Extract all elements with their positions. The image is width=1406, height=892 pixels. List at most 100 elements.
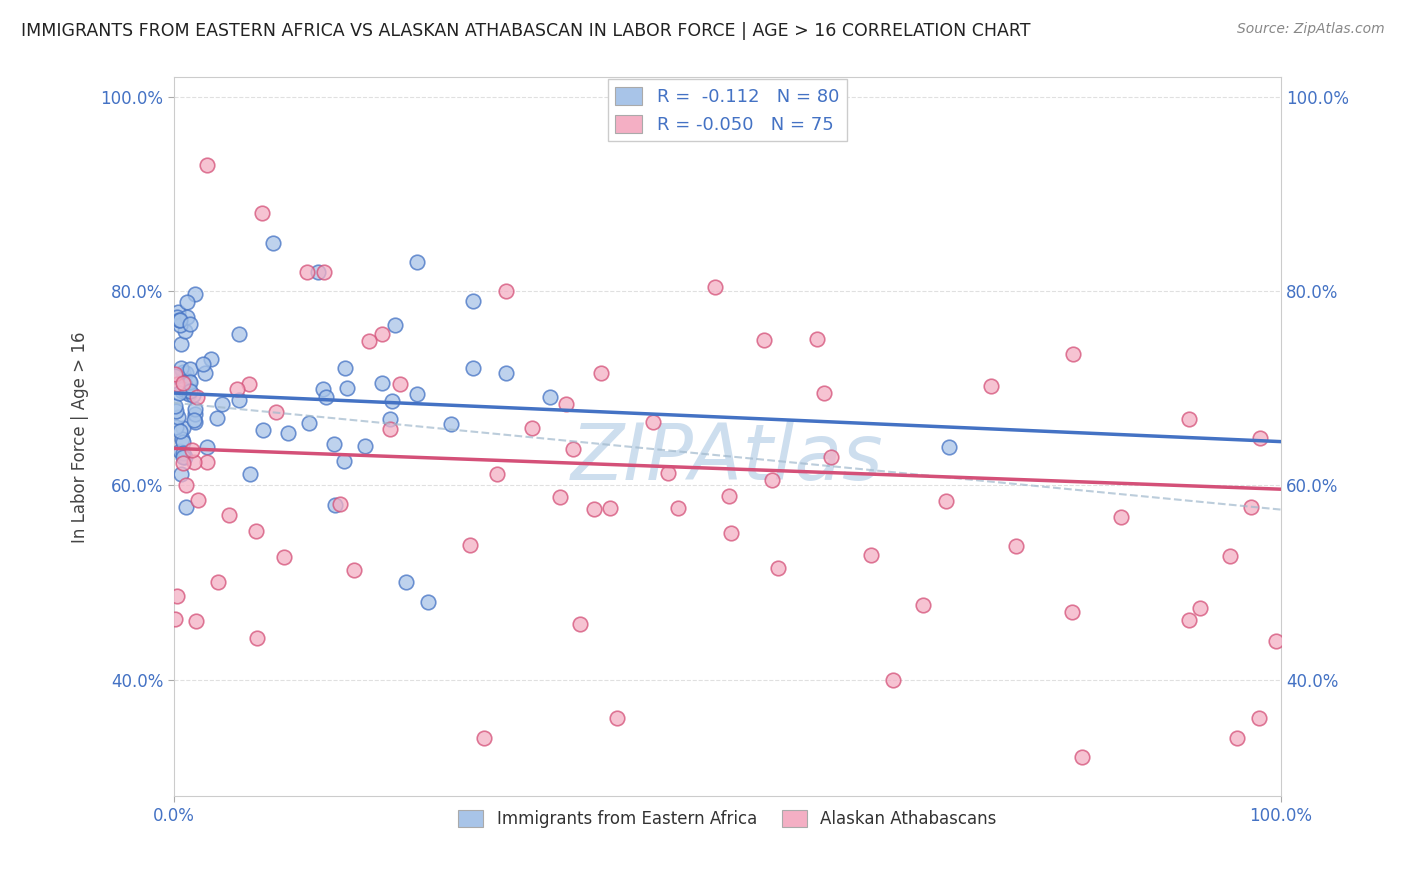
Point (312, 265, 335, 279)
Point (315, 391, 337, 405)
Point (184, 287, 207, 301)
Point (165, 420, 187, 434)
Point (938, 440, 960, 454)
Point (295, 265, 318, 279)
Point (354, 439, 377, 453)
Point (495, 284, 517, 298)
Point (187, 492, 209, 507)
Point (252, 423, 274, 437)
Point (357, 334, 380, 349)
Point (238, 376, 260, 391)
Point (170, 432, 193, 446)
Point (180, 443, 202, 458)
Point (882, 673, 904, 687)
Point (583, 501, 606, 516)
Point (548, 490, 571, 504)
Point (166, 376, 188, 391)
Point (384, 318, 406, 332)
Point (252, 206, 274, 220)
Point (173, 377, 195, 392)
Point (169, 444, 191, 458)
Point (1247, 711, 1270, 725)
Point (172, 446, 194, 460)
Point (395, 575, 418, 590)
Point (184, 415, 207, 429)
Point (273, 549, 295, 564)
Point (264, 405, 287, 419)
Point (184, 407, 207, 421)
Point (172, 376, 194, 390)
Point (172, 365, 194, 379)
Point (1189, 600, 1212, 615)
Point (820, 450, 842, 464)
Point (166, 310, 188, 324)
Point (495, 366, 517, 380)
Point (599, 500, 621, 515)
Point (167, 386, 190, 401)
Point (179, 387, 201, 401)
Point (172, 456, 194, 470)
Point (329, 497, 352, 511)
Point (554, 396, 576, 410)
Point (406, 255, 429, 269)
Point (169, 313, 191, 327)
Point (298, 416, 321, 430)
Point (934, 494, 956, 508)
Point (761, 474, 783, 488)
Point (165, 369, 187, 384)
Point (183, 413, 205, 427)
Y-axis label: In Labor Force | Age > 16: In Labor Force | Age > 16 (72, 331, 89, 542)
Point (472, 731, 495, 745)
Point (538, 390, 561, 404)
Point (176, 310, 198, 325)
Point (333, 454, 356, 468)
Point (172, 384, 194, 398)
Point (163, 399, 186, 413)
Point (561, 442, 583, 457)
Point (194, 366, 217, 380)
Point (176, 500, 198, 514)
Point (641, 416, 664, 430)
Point (1070, 750, 1092, 764)
Point (170, 467, 193, 481)
Point (207, 575, 229, 590)
Point (277, 425, 299, 440)
Point (336, 381, 359, 395)
Point (176, 384, 198, 399)
Point (167, 305, 190, 319)
Point (225, 382, 247, 396)
Point (311, 382, 333, 396)
Point (184, 615, 207, 629)
Point (179, 317, 201, 331)
Point (335, 360, 357, 375)
Point (1177, 613, 1199, 627)
Point (720, 526, 742, 541)
Point (813, 385, 835, 400)
Point (195, 455, 218, 469)
Point (859, 548, 882, 562)
Point (228, 392, 250, 407)
Point (211, 397, 233, 411)
Text: IMMIGRANTS FROM EASTERN AFRICA VS ALASKAN ATHABASCAN IN LABOR FORCE | AGE > 16 C: IMMIGRANTS FROM EASTERN AFRICA VS ALASKA… (21, 22, 1031, 40)
Point (246, 632, 269, 646)
Point (704, 280, 727, 294)
Point (172, 421, 194, 435)
Point (169, 318, 191, 332)
Point (323, 498, 346, 512)
Point (167, 410, 190, 425)
Point (806, 332, 828, 346)
Point (371, 376, 394, 390)
Point (176, 295, 198, 310)
Point (228, 327, 250, 342)
Point (174, 478, 197, 492)
Point (378, 411, 401, 425)
Point (1249, 431, 1271, 445)
Point (245, 524, 267, 538)
Point (1178, 412, 1201, 426)
Text: ZIPAtlas: ZIPAtlas (571, 420, 884, 496)
Point (1062, 605, 1084, 619)
Point (184, 402, 207, 417)
Point (371, 327, 394, 342)
Point (458, 537, 481, 551)
Point (520, 421, 543, 435)
